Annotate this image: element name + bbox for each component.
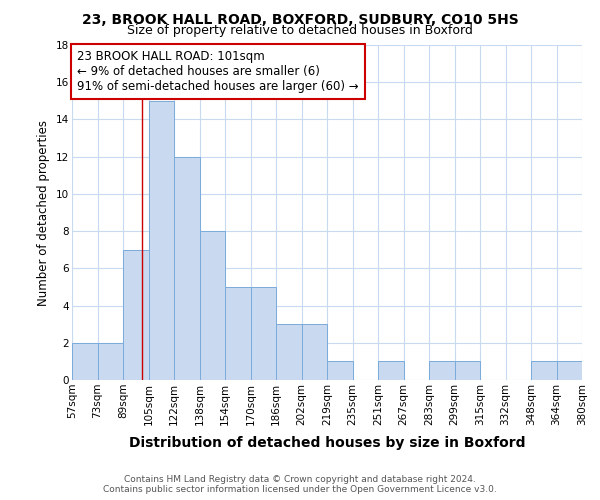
Text: Contains HM Land Registry data © Crown copyright and database right 2024.
Contai: Contains HM Land Registry data © Crown c… (103, 474, 497, 494)
Bar (378, 362, 404, 380)
X-axis label: Distribution of detached houses by size in Boxford: Distribution of detached houses by size … (129, 436, 525, 450)
Bar (149, 101, 174, 380)
Bar (72, 343, 97, 380)
Text: 23 BROOK HALL ROAD: 101sqm
← 9% of detached houses are smaller (6)
91% of semi-d: 23 BROOK HALL ROAD: 101sqm ← 9% of detac… (77, 50, 359, 93)
Bar (225, 287, 251, 380)
Bar (97, 343, 123, 380)
Bar (251, 287, 276, 380)
Bar (276, 324, 302, 380)
Y-axis label: Number of detached properties: Number of detached properties (37, 120, 50, 306)
Bar (123, 250, 149, 380)
Bar (199, 231, 225, 380)
Bar (455, 362, 480, 380)
Bar (174, 156, 199, 380)
Bar (429, 362, 455, 380)
Bar (302, 324, 327, 380)
Text: 23, BROOK HALL ROAD, BOXFORD, SUDBURY, CO10 5HS: 23, BROOK HALL ROAD, BOXFORD, SUDBURY, C… (82, 12, 518, 26)
Bar (557, 362, 582, 380)
Bar (531, 362, 557, 380)
Text: Size of property relative to detached houses in Boxford: Size of property relative to detached ho… (127, 24, 473, 37)
Bar (327, 362, 353, 380)
